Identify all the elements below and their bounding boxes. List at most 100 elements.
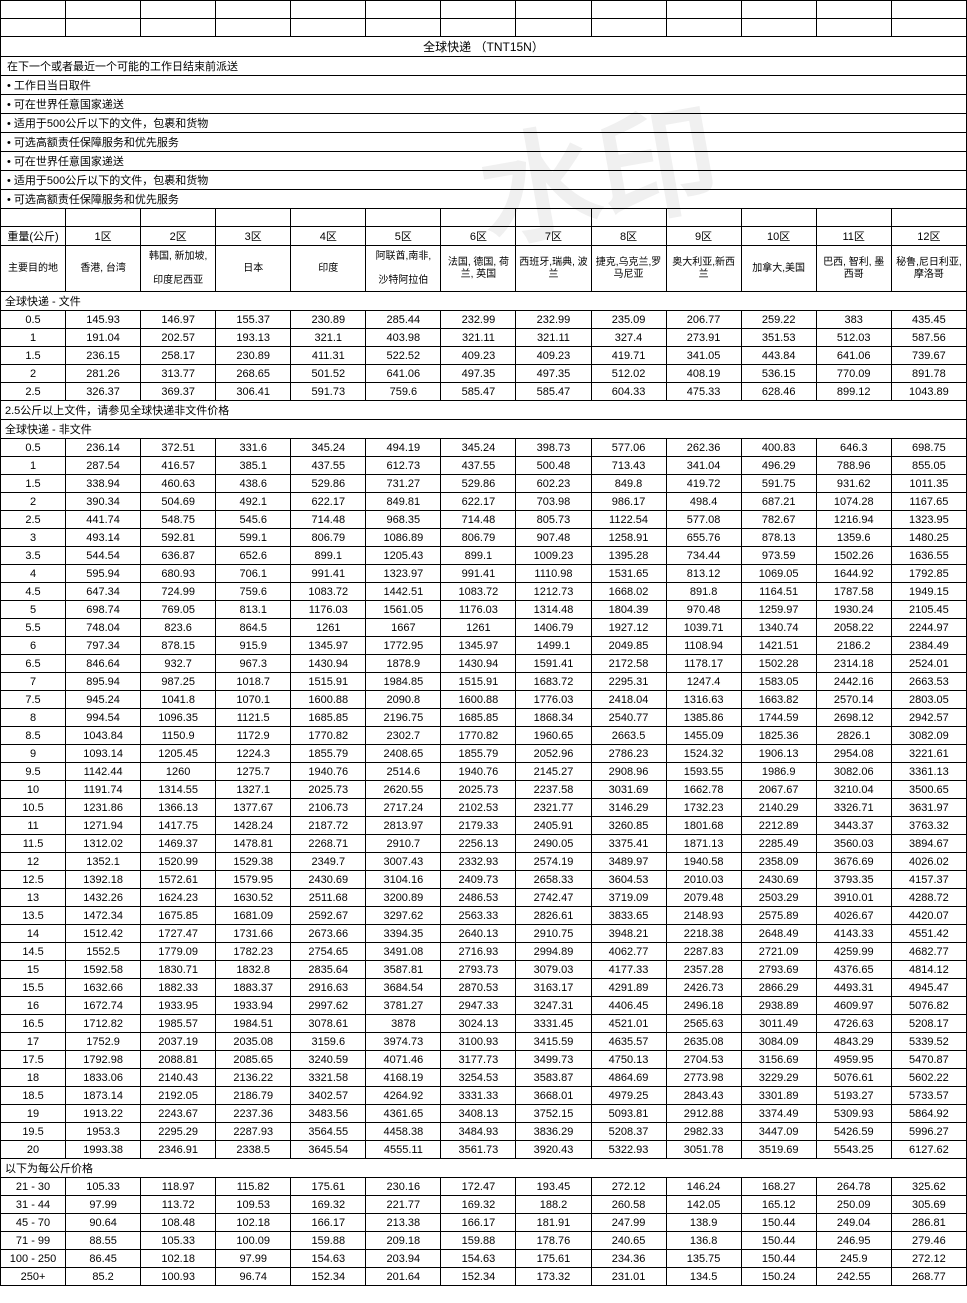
nondoc-r30-c10: 2866.29	[741, 979, 816, 997]
nondoc-r29-c1: 1592.58	[66, 961, 141, 979]
doc-r3-c9: 408.19	[666, 365, 741, 383]
perkg-r2-c8: 247.99	[591, 1214, 666, 1232]
nondoc-r39-c7: 3920.43	[516, 1141, 591, 1159]
nondoc-r18-c12: 3361.13	[891, 763, 966, 781]
nondoc-r33-c1: 1752.9	[66, 1033, 141, 1051]
doc-r0-c3: 155.37	[216, 311, 291, 329]
doc-r4-c12: 1043.89	[891, 383, 966, 401]
nondoc-r14-c3: 1070.1	[216, 691, 291, 709]
dest-11: 秘鲁,尼日利亚,摩洛哥	[891, 246, 966, 292]
nondoc-r13-c11: 2442.16	[816, 673, 891, 691]
doc-r1-c11: 512.03	[816, 329, 891, 347]
doc-r1-c6: 321.11	[441, 329, 516, 347]
nondoc-r9-c10: 1259.97	[741, 601, 816, 619]
nondoc-r23-c1: 1352.1	[66, 853, 141, 871]
perkg-r3-c4: 159.88	[291, 1232, 366, 1250]
bullet-2: • 适用于500公斤以下的文件，包裹和货物	[1, 114, 967, 133]
doc-r2-c10: 443.84	[741, 347, 816, 365]
doc-r0-c6: 232.99	[441, 311, 516, 329]
nondoc-r12-c3: 967.3	[216, 655, 291, 673]
nondoc-r10-c4: 1261	[291, 619, 366, 637]
nondoc-r10-c1: 748.04	[66, 619, 141, 637]
nondoc-r36-c10: 3301.89	[741, 1087, 816, 1105]
nondoc-r16-c10: 1825.36	[741, 727, 816, 745]
nondoc-r12-c4: 1430.94	[291, 655, 366, 673]
nondoc-r13-c12: 2663.53	[891, 673, 966, 691]
nondoc-r14-c11: 2570.14	[816, 691, 891, 709]
perkg-r5-c2: 100.93	[141, 1268, 216, 1286]
doc-r4-c1: 326.37	[66, 383, 141, 401]
nondoc-r35-c1: 1833.06	[66, 1069, 141, 1087]
nondoc-r8-c3: 759.6	[216, 583, 291, 601]
nondoc-r35-c6: 3254.53	[441, 1069, 516, 1087]
nondoc-r17-c11: 2954.08	[816, 745, 891, 763]
nondoc-r35-c10: 3229.29	[741, 1069, 816, 1087]
perkg-r4-c4: 154.63	[291, 1250, 366, 1268]
perkg-r5-c1: 85.2	[66, 1268, 141, 1286]
nondoc-r16-c12: 3082.09	[891, 727, 966, 745]
nondoc-r11-c9: 1108.94	[666, 637, 741, 655]
nondoc-r16-c2: 1150.9	[141, 727, 216, 745]
nondoc-r24-c4: 2430.69	[291, 871, 366, 889]
nondoc-r3-c9: 498.4	[666, 493, 741, 511]
zone-header-12: 12区	[891, 227, 966, 246]
nondoc-r8-c11: 1787.58	[816, 583, 891, 601]
nondoc-r6-c0: 3.5	[1, 547, 66, 565]
doc-r2-c11: 641.06	[816, 347, 891, 365]
nondoc-r15-c10: 1744.59	[741, 709, 816, 727]
nondoc-r4-c3: 545.6	[216, 511, 291, 529]
nondoc-r29-c4: 2835.64	[291, 961, 366, 979]
nondoc-r1-c3: 385.1	[216, 457, 291, 475]
nondoc-r5-c4: 806.79	[291, 529, 366, 547]
nondoc-r17-c12: 3221.61	[891, 745, 966, 763]
nondoc-r20-c12: 3631.97	[891, 799, 966, 817]
nondoc-r36-c8: 4979.25	[591, 1087, 666, 1105]
nondoc-r11-c2: 878.15	[141, 637, 216, 655]
nondoc-r7-c9: 813.12	[666, 565, 741, 583]
nondoc-r15-c7: 1868.34	[516, 709, 591, 727]
dest-2: 日本	[216, 246, 291, 292]
dest-6: 西班牙,瑞典, 波兰	[516, 246, 591, 292]
doc-r1-c3: 193.13	[216, 329, 291, 347]
nondoc-r12-c9: 1178.17	[666, 655, 741, 673]
doc-r2-c5: 522.52	[366, 347, 441, 365]
nondoc-r34-c0: 17.5	[1, 1051, 66, 1069]
nondoc-r15-c12: 2942.57	[891, 709, 966, 727]
nondoc-r28-c6: 2716.93	[441, 943, 516, 961]
nondoc-r17-c4: 1855.79	[291, 745, 366, 763]
nondoc-r8-c9: 891.8	[666, 583, 741, 601]
nondoc-r26-c12: 4420.07	[891, 907, 966, 925]
nondoc-r14-c8: 2418.04	[591, 691, 666, 709]
nondoc-r32-c4: 3078.61	[291, 1015, 366, 1033]
nondoc-r22-c7: 2490.05	[516, 835, 591, 853]
nondoc-r25-c1: 1432.26	[66, 889, 141, 907]
perkg-r1-c6: 169.32	[441, 1196, 516, 1214]
nondoc-r29-c0: 15	[1, 961, 66, 979]
nondoc-r39-c12: 6127.62	[891, 1141, 966, 1159]
nondoc-r1-c2: 416.57	[141, 457, 216, 475]
nondoc-r3-c6: 622.17	[441, 493, 516, 511]
nondoc-r2-c3: 438.6	[216, 475, 291, 493]
zone-header-1: 1区	[66, 227, 141, 246]
perkg-r3-c5: 209.18	[366, 1232, 441, 1250]
nondoc-r34-c8: 4750.13	[591, 1051, 666, 1069]
nondoc-r39-c8: 5322.93	[591, 1141, 666, 1159]
nondoc-r28-c10: 2721.09	[741, 943, 816, 961]
nondoc-r31-c0: 16	[1, 997, 66, 1015]
doc-r1-c9: 273.91	[666, 329, 741, 347]
perkg-r4-c6: 154.63	[441, 1250, 516, 1268]
nondoc-r32-c1: 1712.82	[66, 1015, 141, 1033]
nondoc-r2-c1: 338.94	[66, 475, 141, 493]
nondoc-r19-c9: 1662.78	[666, 781, 741, 799]
nondoc-r0-c4: 345.24	[291, 439, 366, 457]
nondoc-r26-c4: 2592.67	[291, 907, 366, 925]
nondoc-r25-c6: 2486.53	[441, 889, 516, 907]
nondoc-r38-c9: 2982.33	[666, 1123, 741, 1141]
title-cell: 全球快递 （TNT15N）	[1, 37, 967, 57]
perkg-r1-c0: 31 - 44	[1, 1196, 66, 1214]
perkg-note: 以下为每公斤价格	[1, 1159, 967, 1178]
nondoc-r18-c7: 2145.27	[516, 763, 591, 781]
nondoc-r6-c8: 1395.28	[591, 547, 666, 565]
nondoc-r12-c5: 1878.9	[366, 655, 441, 673]
nondoc-r12-c11: 2314.18	[816, 655, 891, 673]
